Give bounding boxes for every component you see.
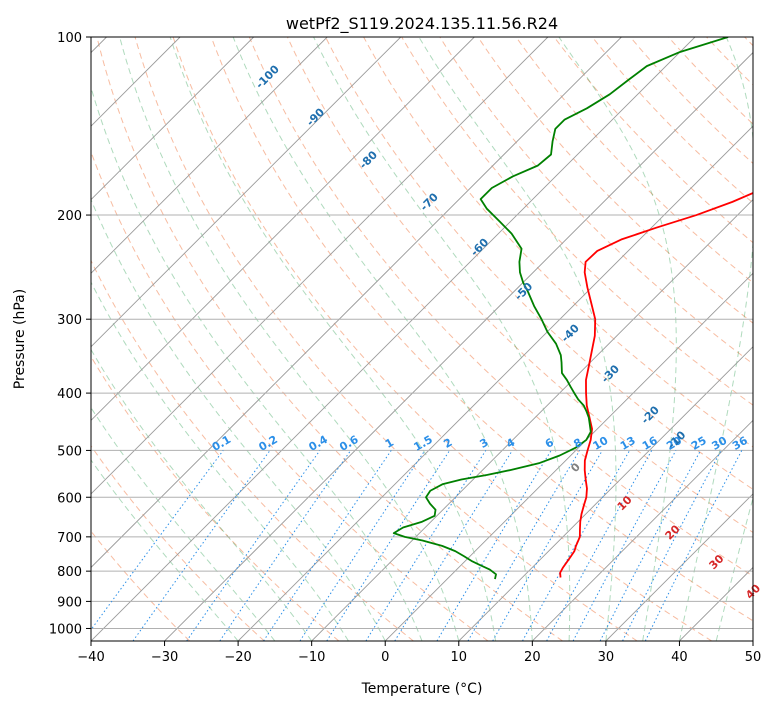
dry-adiabat-line <box>629 37 753 165</box>
temperature-profile-line <box>559 192 753 578</box>
mixing-ratio-line <box>91 450 224 631</box>
dry-adiabat-line <box>96 37 563 641</box>
isotherm-line <box>91 37 475 421</box>
isotherm-line <box>164 51 753 641</box>
mixing-ratio-line <box>326 450 451 641</box>
dewpoint-profile-line <box>392 37 729 580</box>
y-axis-label: Pressure (hPa) <box>12 289 28 389</box>
y-tick-label: 100 <box>57 31 82 46</box>
x-tick-label: 20 <box>524 650 541 665</box>
dry-adiabat-line <box>401 37 753 406</box>
y-axis: 100 200 300 400 500 600 700 800 900 1000 <box>49 31 91 637</box>
x-tick-label: −30 <box>151 650 178 665</box>
isotherm-line <box>91 37 254 201</box>
mixing-ratio-line <box>219 450 352 641</box>
dry-adiabat-line <box>172 37 713 641</box>
y-tick-label: 400 <box>57 387 82 402</box>
x-tick-label: 40 <box>671 650 688 665</box>
y-tick-label: 300 <box>57 313 82 328</box>
moist-adiabat-line <box>418 37 617 641</box>
y-tick-label: 1000 <box>49 622 82 637</box>
x-axis-label: Temperature (°C) <box>361 681 483 697</box>
chart-title: wetPf2_S119.2024.135.11.56.R24 <box>286 14 558 34</box>
moist-adiabat-line <box>678 37 753 641</box>
moist-adiabat-line <box>91 406 276 641</box>
dry-adiabat-line <box>591 37 753 204</box>
mixing-ratio-line <box>436 450 552 641</box>
profile-lines <box>392 37 753 580</box>
dry-adiabat-line <box>91 259 414 641</box>
x-tick-label: −40 <box>77 650 104 665</box>
moist-adiabat-line <box>232 37 533 641</box>
x-axis: −40 −30 −20 −10 0 10 20 30 40 50 <box>77 641 761 665</box>
mixing-ratio-line <box>572 450 677 641</box>
x-tick-label: 0 <box>381 650 389 665</box>
mixing-ratio-line <box>546 450 653 641</box>
plot-background <box>91 37 753 641</box>
dry-adiabat-line <box>248 37 753 577</box>
isotherm-line <box>532 419 753 641</box>
isotherm-line <box>91 37 328 274</box>
y-tick-label: 700 <box>57 531 82 546</box>
isotherm-line <box>458 346 753 641</box>
isotherm-line <box>384 272 753 641</box>
mixing-ratio-line <box>365 450 487 641</box>
moist-adiabat-line <box>169 37 497 641</box>
x-tick-label: 50 <box>745 650 762 665</box>
isotherm-line <box>91 37 622 569</box>
isotherm-line <box>605 493 753 641</box>
x-tick-label: 10 <box>451 650 468 665</box>
moist-adiabat-line <box>91 281 349 641</box>
moist-adiabat-line <box>715 496 753 641</box>
dry-adiabat-line <box>325 37 753 490</box>
mixing-ratio-line <box>132 450 271 641</box>
moist-adiabat-line <box>752 639 753 641</box>
moist-adiabat-line <box>558 37 677 641</box>
y-tick-label: 200 <box>57 209 82 224</box>
isotherm-line <box>91 37 549 495</box>
y-tick-label: 500 <box>57 444 82 459</box>
mixing-ratio-line <box>492 450 603 641</box>
isotherm-line <box>311 199 753 641</box>
dry-adiabat-line <box>210 37 753 622</box>
y-tick-label: 900 <box>57 595 82 610</box>
moist-adiabat-line <box>119 37 460 641</box>
mixing-ratio-line <box>467 450 581 641</box>
isotherm-line <box>237 125 753 641</box>
isotherm-line <box>91 37 402 348</box>
isotherm-line <box>91 37 696 641</box>
y-tick-label: 800 <box>57 565 82 580</box>
y-tick-label: 600 <box>57 491 82 506</box>
dry-adiabat-line <box>286 37 753 534</box>
isotherm-line <box>752 640 753 641</box>
x-tick-label: 30 <box>598 650 615 665</box>
moist-adiabat-line <box>91 198 386 641</box>
mixing-ratio-line <box>394 450 513 641</box>
moist-adiabat-line <box>313 37 571 641</box>
dry-adiabat-line <box>91 444 265 641</box>
x-tick-label: −20 <box>224 650 251 665</box>
x-tick-label: −10 <box>298 650 325 665</box>
moist-adiabat-line <box>91 459 239 641</box>
plot-frame <box>90 36 754 642</box>
moist-adiabat-line <box>91 85 423 641</box>
background-lines <box>91 37 753 641</box>
dry-adiabat-line <box>134 37 638 641</box>
dry-adiabat-line <box>477 37 753 324</box>
